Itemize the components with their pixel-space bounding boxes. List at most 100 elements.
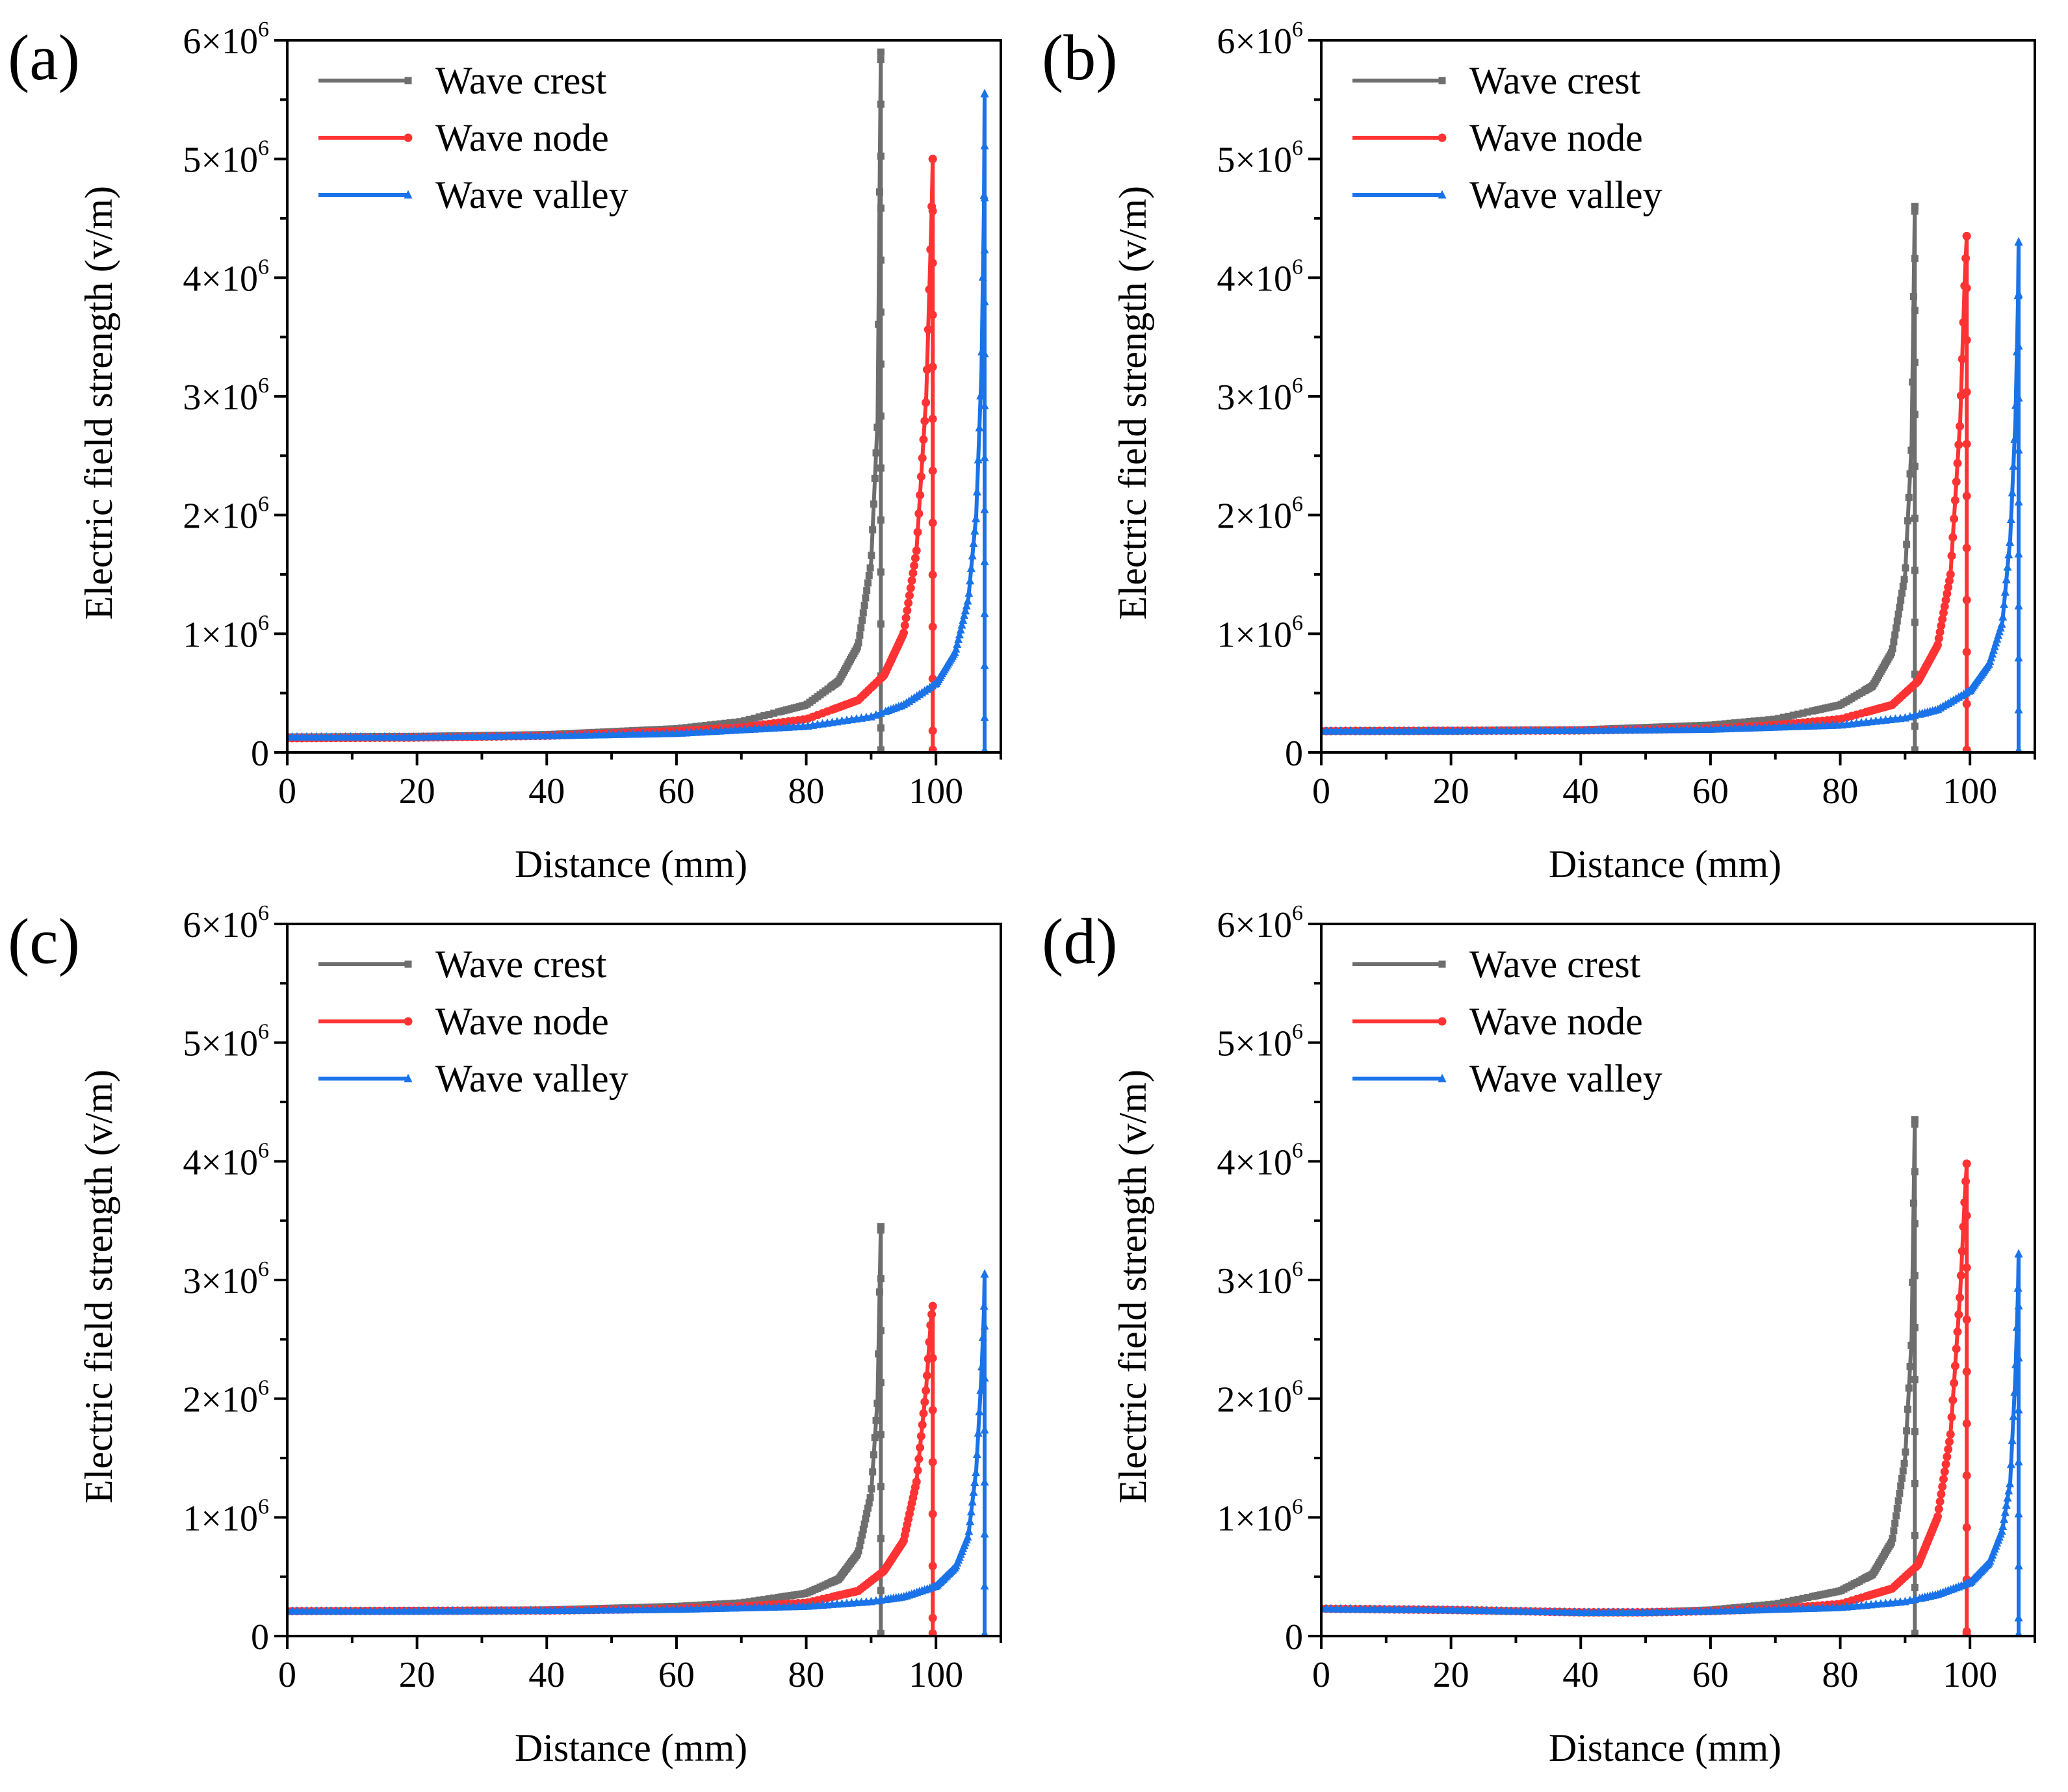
data-point bbox=[925, 1338, 934, 1347]
data-point bbox=[919, 435, 928, 444]
data-point bbox=[1760, 716, 1768, 724]
series-group bbox=[287, 48, 989, 752]
data-point bbox=[1952, 478, 1961, 487]
series-group bbox=[287, 1223, 989, 1636]
x-tick-label: 40 bbox=[1562, 771, 1599, 812]
legend-item-wave-valley: Wave valley bbox=[1352, 1057, 1662, 1100]
data-point bbox=[1937, 621, 1946, 630]
data-point bbox=[1962, 1523, 1971, 1532]
x-tick-label: 100 bbox=[909, 771, 963, 812]
data-point bbox=[877, 1327, 885, 1335]
data-point bbox=[980, 1321, 989, 1330]
x-tick-label: 60 bbox=[1692, 1655, 1729, 1695]
data-point bbox=[1943, 1452, 1952, 1461]
data-point bbox=[2013, 1283, 2023, 1292]
data-point bbox=[1765, 1601, 1773, 1609]
data-point bbox=[2015, 745, 2023, 752]
legend-label: Wave crest bbox=[435, 59, 607, 102]
data-point bbox=[1911, 746, 1919, 752]
data-point bbox=[869, 1468, 877, 1476]
data-point bbox=[980, 244, 989, 253]
data-point bbox=[1887, 1539, 1895, 1546]
y-tick-label: 5×106 bbox=[183, 1020, 269, 1064]
data-point bbox=[960, 610, 969, 619]
legend-marker bbox=[1438, 77, 1446, 84]
data-point bbox=[2006, 537, 2015, 546]
y-tick-label: 3×106 bbox=[183, 1257, 269, 1301]
data-point bbox=[970, 526, 979, 535]
data-point bbox=[1900, 576, 1908, 583]
data-point bbox=[980, 660, 989, 669]
data-point bbox=[1911, 463, 1919, 470]
chart-panel-d: (d) 0 20 40 60 80 100 0 1×106 2×106 3×106 4×106 5×10… bbox=[1042, 901, 2036, 1769]
data-point bbox=[2014, 237, 2023, 246]
legend-label: Wave node bbox=[1469, 1000, 1643, 1043]
y-tick-label: 6×106 bbox=[183, 18, 269, 62]
data-point bbox=[1909, 378, 1917, 386]
data-point bbox=[2008, 1435, 2017, 1444]
data-point bbox=[2014, 445, 2023, 454]
data-point bbox=[877, 620, 885, 628]
data-point bbox=[2003, 562, 2012, 571]
data-point bbox=[868, 1485, 875, 1492]
data-point bbox=[2012, 347, 2021, 355]
data-point bbox=[906, 583, 915, 593]
data-point bbox=[877, 1483, 885, 1491]
data-point bbox=[913, 1466, 922, 1475]
data-point bbox=[954, 634, 963, 643]
legend-item-wave-crest: Wave crest bbox=[1352, 943, 1641, 986]
data-point bbox=[979, 1301, 989, 1310]
data-point bbox=[2014, 497, 2023, 506]
data-point bbox=[872, 1416, 880, 1424]
data-point bbox=[870, 1451, 877, 1459]
data-point bbox=[980, 88, 989, 97]
data-point bbox=[877, 56, 885, 64]
data-point bbox=[1891, 631, 1899, 639]
data-point bbox=[875, 188, 883, 196]
data-point bbox=[1998, 1521, 2008, 1530]
data-point bbox=[877, 1535, 885, 1542]
data-point bbox=[1956, 1293, 1965, 1302]
x-tick-label: 20 bbox=[399, 1655, 435, 1695]
y-tick-label: 4×106 bbox=[1217, 255, 1303, 299]
data-point bbox=[980, 452, 989, 461]
series-line-wave-node bbox=[1321, 234, 1969, 752]
data-point bbox=[1898, 1474, 1906, 1482]
series-group bbox=[1321, 203, 2023, 752]
y-axis-title: Electric field strength (v/m) bbox=[77, 1069, 120, 1504]
data-point bbox=[1911, 1220, 1919, 1227]
data-point bbox=[2011, 400, 2021, 409]
data-point bbox=[980, 1373, 989, 1382]
data-point bbox=[1911, 1120, 1919, 1128]
data-point bbox=[959, 615, 968, 624]
x-axis-title: Distance (mm) bbox=[515, 1726, 747, 1769]
data-point bbox=[1779, 1598, 1787, 1606]
data-point bbox=[765, 711, 773, 719]
data-point bbox=[1894, 1497, 1902, 1505]
data-point bbox=[980, 192, 989, 201]
data-point bbox=[975, 422, 984, 431]
data-point bbox=[2004, 1486, 2013, 1495]
data-point bbox=[1940, 602, 1949, 611]
data-point bbox=[928, 311, 937, 320]
series-line-wave-crest bbox=[1321, 204, 1917, 752]
data-point bbox=[981, 1628, 989, 1636]
data-point bbox=[1775, 715, 1783, 723]
data-point bbox=[1958, 1247, 1967, 1256]
series-line-wave-crest bbox=[1321, 1118, 1917, 1636]
data-point bbox=[1789, 711, 1797, 719]
data-point bbox=[1889, 645, 1896, 653]
data-point bbox=[1947, 1413, 1956, 1422]
data-point bbox=[877, 1587, 885, 1594]
legend-label: Wave node bbox=[435, 1000, 609, 1043]
data-point bbox=[1911, 1479, 1919, 1487]
data-point bbox=[976, 1385, 985, 1394]
data-point bbox=[972, 1467, 981, 1476]
data-point bbox=[1906, 470, 1914, 478]
data-point bbox=[968, 1497, 977, 1506]
data-point bbox=[2014, 549, 2023, 558]
data-point bbox=[2006, 1459, 2015, 1468]
data-point bbox=[966, 576, 975, 585]
data-point bbox=[963, 1531, 972, 1541]
data-point bbox=[1950, 1379, 1959, 1388]
